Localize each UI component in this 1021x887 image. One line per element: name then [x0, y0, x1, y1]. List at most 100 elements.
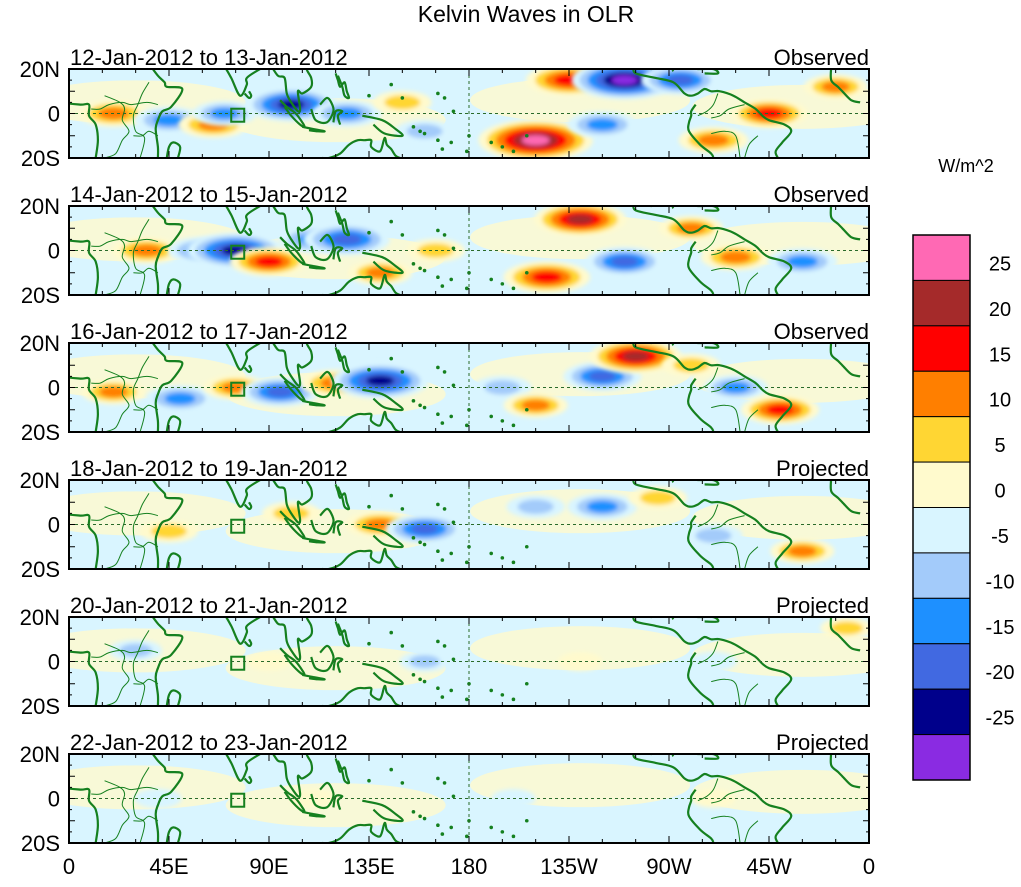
- maldives-box: [230, 655, 246, 671]
- panel-date-label: 18-Jan-2012 to 19-Jan-2012: [70, 456, 348, 481]
- coastline: [691, 206, 720, 212]
- island: [440, 558, 445, 562]
- coastline: [334, 73, 351, 100]
- coastline: [829, 617, 861, 652]
- colorbar-swatch: [912, 325, 971, 372]
- colorbar-label: 0: [994, 481, 1005, 503]
- map-panel: 20N 0 20S 20-Jan-2012 to 21-Jan-2012 Project…: [20, 593, 870, 719]
- colorbar-swatch: [912, 507, 971, 554]
- island: [489, 277, 494, 282]
- anomaly-field: [69, 69, 869, 158]
- island: [400, 644, 405, 648]
- anomaly-contour: [255, 256, 283, 267]
- island: [440, 284, 445, 288]
- panel-ticks: [68, 68, 870, 159]
- coastline: [334, 621, 351, 648]
- country-border: [744, 683, 759, 706]
- coastline: [302, 810, 326, 818]
- coastline: [686, 103, 715, 158]
- island: [464, 834, 469, 839]
- island: [524, 407, 529, 412]
- coastline: [691, 617, 720, 623]
- island: [418, 814, 422, 819]
- island: [464, 149, 469, 154]
- anomaly-contour: [786, 255, 818, 268]
- island: [436, 502, 440, 507]
- coastline: [69, 513, 99, 569]
- coastline: [165, 278, 182, 295]
- anomaly-cell: [109, 639, 163, 662]
- latitude-label: 20S: [21, 831, 60, 856]
- island: [449, 551, 454, 556]
- island: [367, 93, 371, 98]
- coastline: [829, 754, 861, 789]
- coastline: [69, 102, 99, 158]
- anomaly-cell: [803, 74, 868, 100]
- colorbar-swatch: [912, 234, 971, 281]
- anomaly-cell: [395, 119, 454, 143]
- colorbar-swatch: [912, 370, 971, 418]
- anomaly-cell: [373, 90, 432, 114]
- anomaly-cell: [567, 111, 638, 139]
- latitude-label: 20S: [21, 694, 60, 719]
- latitude-label: 0: [48, 376, 60, 401]
- longitude-label: 90W: [646, 854, 691, 879]
- latitude-label: 0: [48, 239, 60, 264]
- colorbar-swatch: [912, 597, 971, 645]
- coastline: [302, 262, 326, 270]
- coastline: [332, 383, 344, 399]
- longitude-label: 0: [863, 854, 875, 879]
- island: [422, 816, 427, 821]
- coastline: [302, 673, 326, 681]
- colorbar-label: 20: [989, 299, 1011, 321]
- anomaly-contour: [695, 528, 732, 543]
- island: [367, 778, 371, 783]
- latitude-label: 20N: [20, 468, 60, 493]
- country-border: [711, 104, 745, 119]
- anomaly-cell: [303, 223, 390, 256]
- anomaly-contour: [622, 351, 649, 362]
- country-border: [104, 232, 130, 295]
- coastline: [224, 480, 314, 525]
- anomaly-contour: [830, 621, 864, 635]
- coastline: [334, 758, 351, 785]
- coastline: [362, 662, 404, 686]
- coastline: [69, 239, 99, 295]
- coastline: [165, 552, 182, 569]
- coastline: [829, 206, 861, 241]
- colorbar-frame: [912, 234, 971, 781]
- map-panel: 20N 0 20S 12-Jan-2012 to 13-Jan-2012 Observe…: [20, 45, 870, 171]
- island: [511, 423, 516, 428]
- coastline: [302, 125, 326, 133]
- island: [500, 830, 505, 834]
- longitude-label: 135E: [343, 854, 394, 879]
- panel-date-label: 20-Jan-2012 to 21-Jan-2012: [70, 593, 348, 618]
- island: [422, 542, 427, 547]
- coastline: [224, 617, 314, 662]
- island: [449, 140, 454, 145]
- coastline: [224, 343, 314, 388]
- latitude-label: 0: [48, 650, 60, 675]
- island: [500, 556, 505, 560]
- coastline: [691, 69, 720, 75]
- country-border: [91, 101, 159, 110]
- country-border: [711, 652, 745, 667]
- island: [400, 96, 405, 100]
- island: [389, 82, 394, 87]
- island: [511, 149, 516, 154]
- coastline: [151, 69, 184, 158]
- coastlines: [69, 206, 861, 295]
- coastline: [243, 227, 253, 237]
- coastline: [310, 233, 335, 262]
- anomaly-contour: [131, 244, 163, 257]
- anomaly-cell: [684, 524, 743, 548]
- panel-stack: 20N 0 20S 12-Jan-2012 to 13-Jan-2012 Observe…: [20, 45, 870, 856]
- anomaly-contour: [266, 386, 294, 398]
- coastline: [322, 821, 401, 843]
- coastline: [279, 510, 306, 540]
- anomaly-cell: [385, 514, 464, 544]
- island: [440, 695, 445, 699]
- longitude-label: 45W: [746, 854, 791, 879]
- anomaly-contour: [611, 75, 638, 85]
- longitude-axis: 0 45E 90E 135E 180 135W 90W 45W 0: [63, 854, 875, 879]
